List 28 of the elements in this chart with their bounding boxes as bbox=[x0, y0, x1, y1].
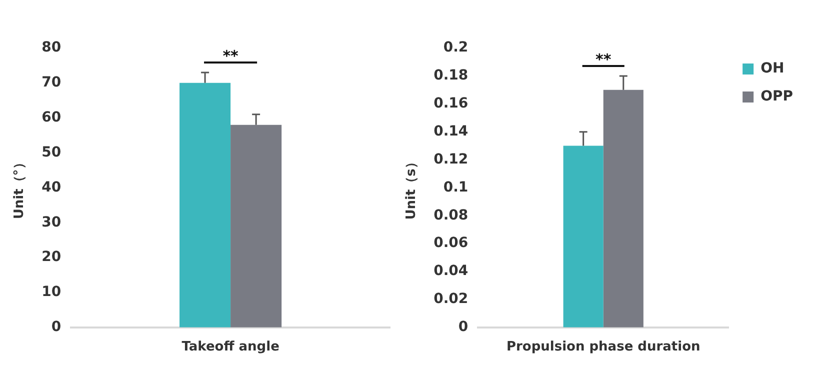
y-tick-label: 0.12 bbox=[434, 151, 468, 168]
annotation: ** bbox=[596, 50, 612, 68]
x-tick-label: Takeoff angle bbox=[182, 340, 280, 355]
y-axis-title: Unit（s） bbox=[404, 156, 420, 220]
y-tick-label: 80 bbox=[42, 40, 62, 56]
y-tick-label: 0 bbox=[51, 319, 62, 336]
y-tick-label: 0.14 bbox=[434, 123, 468, 140]
y-tick-label: 60 bbox=[42, 109, 62, 126]
y-tick-label: 0.06 bbox=[434, 235, 468, 252]
y-tick-label: 10 bbox=[42, 284, 62, 300]
y-tick-label: 0.04 bbox=[434, 263, 468, 280]
y-tick-label: 0.16 bbox=[434, 96, 468, 112]
y-tick-label: 50 bbox=[42, 144, 62, 160]
legend-label: OH bbox=[760, 60, 784, 77]
y-tick-label: 0.02 bbox=[434, 291, 468, 308]
y-tick-label: 0.08 bbox=[434, 207, 468, 224]
y-tick-label: 0 bbox=[458, 319, 468, 336]
y-axis-title: Unit（°） bbox=[12, 156, 28, 220]
y-tick-label: 0.2 bbox=[443, 40, 468, 56]
legend-label: OPP bbox=[760, 88, 794, 105]
y-tick-label: 0.18 bbox=[434, 68, 468, 84]
y-tick-label: 20 bbox=[42, 249, 62, 266]
y-tick-label: 30 bbox=[42, 214, 62, 230]
x-tick-label: Propulsion phase duration bbox=[506, 340, 700, 355]
annotation: ** bbox=[222, 46, 239, 65]
y-tick-label: 70 bbox=[42, 74, 62, 91]
y-tick-label: 0.1 bbox=[443, 179, 468, 196]
y-tick-label: 40 bbox=[42, 179, 62, 196]
